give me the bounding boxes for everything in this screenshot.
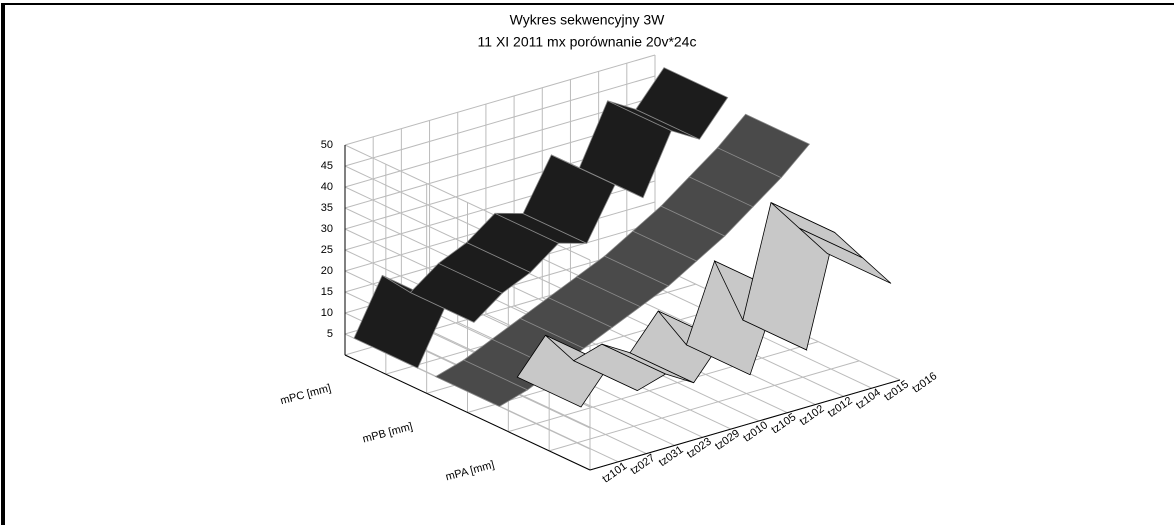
floor-line (549, 360, 860, 452)
z-tick-label: 40 (321, 181, 333, 193)
z-tick-label: 30 (321, 223, 333, 235)
z-tick-label: 20 (321, 265, 333, 277)
z-tick-label: 15 (321, 286, 333, 298)
chart-subtitle: 11 XI 2011 mx porównanie 20v*24c (478, 34, 697, 50)
grid-line (344, 75, 656, 167)
ribbon-segment (635, 67, 729, 140)
z-tick-label: 5 (327, 328, 333, 340)
plot (353, 67, 892, 408)
ribbon-segment (798, 227, 892, 284)
z-tick-label: 10 (321, 307, 333, 319)
floor-line (508, 341, 819, 433)
z-tick-label: 25 (321, 244, 333, 256)
axis-line (589, 379, 901, 471)
axis-line (344, 354, 591, 471)
chart-title: Wykres sekwencyjny 3W (510, 12, 665, 28)
z-tick-label: 45 (321, 160, 333, 172)
z-tick-label: 50 (321, 139, 333, 151)
z-tick-label: 35 (321, 202, 333, 214)
grid-line (344, 54, 656, 146)
ribbon-segment (716, 113, 811, 179)
